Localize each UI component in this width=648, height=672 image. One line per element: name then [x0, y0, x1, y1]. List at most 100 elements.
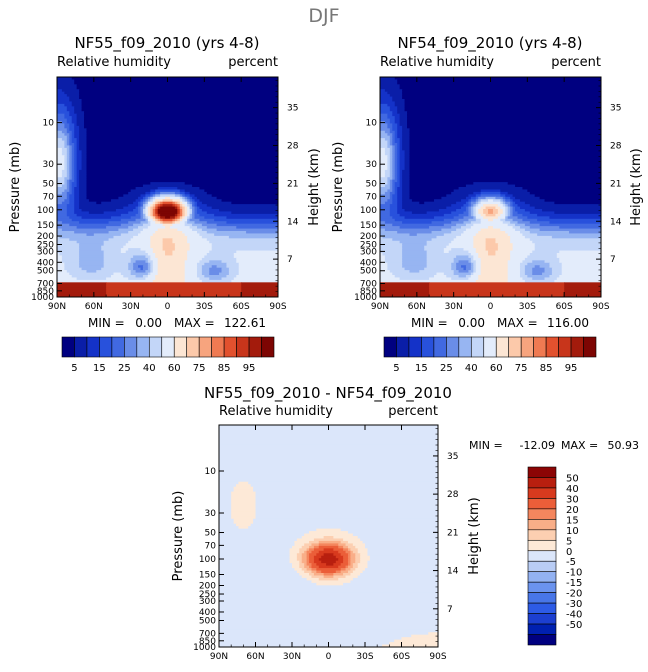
- contour-cell: [219, 499, 232, 503]
- contour-cell: [500, 199, 504, 203]
- contour-cell: [389, 206, 398, 210]
- colorbar-box: [508, 336, 522, 358]
- contour-cell: [255, 501, 438, 505]
- contour-cell: [233, 489, 254, 493]
- contour-cell: [392, 128, 398, 132]
- contour-cell: [138, 209, 142, 213]
- contour-cell: [389, 196, 393, 200]
- contour-cell: [294, 543, 305, 547]
- contour-cell: [426, 250, 445, 254]
- contour-cell: [209, 260, 223, 264]
- contour-cell: [228, 272, 240, 276]
- contour-cell: [478, 204, 484, 208]
- contour-cell: [66, 169, 70, 173]
- contour-cell: [402, 174, 411, 178]
- contour-cell: [246, 231, 278, 235]
- contour-cell: [301, 555, 308, 559]
- contour-cell: [313, 538, 344, 542]
- contour-cell: [219, 538, 298, 542]
- contour-cell: [219, 523, 237, 527]
- contour-cell: [399, 179, 403, 183]
- contour-cell: [145, 206, 149, 210]
- contour-cell: [79, 245, 102, 249]
- contour-cell: [147, 206, 151, 210]
- contour-cell: [446, 206, 462, 210]
- contour-cell: [57, 218, 73, 222]
- contour-cell: [485, 196, 497, 200]
- contour-cell: [343, 538, 361, 542]
- colorbar-box: [470, 336, 485, 358]
- contour-cell: [135, 199, 142, 203]
- x-tick-label: 60N: [246, 652, 264, 662]
- contour-cell: [79, 133, 88, 137]
- contour-cell: [66, 187, 70, 191]
- contour-cell: [347, 558, 351, 562]
- contour-cell: [387, 145, 393, 149]
- contour-cell: [380, 245, 403, 249]
- contour-cell: [192, 213, 196, 217]
- contour-cell: [306, 563, 313, 567]
- contour-cell: [392, 140, 396, 144]
- contour-cell: [338, 545, 344, 549]
- contour-cell: [380, 111, 393, 115]
- panel-nf55: NF55_f09_2010 (yrs 4-8) Relative humidit…: [8, 34, 322, 374]
- contour-cell: [470, 260, 477, 264]
- contour-cell: [145, 194, 151, 198]
- contour-cell: [57, 111, 70, 115]
- contour-cell: [74, 160, 78, 164]
- contour-cell: [340, 528, 438, 532]
- contour-cell: [380, 77, 396, 81]
- contour-cell: [323, 536, 334, 540]
- contour-cell: [380, 233, 411, 237]
- contour-cell: [162, 223, 174, 227]
- contour-cell: [338, 543, 347, 547]
- colorbar-box: [124, 336, 138, 358]
- contour-cell: [311, 575, 325, 579]
- contour-cell: [219, 489, 235, 493]
- p-tick-label: 500: [360, 267, 377, 277]
- contour-cell: [66, 165, 70, 169]
- contour-cell: [219, 565, 293, 569]
- contour-cell: [219, 452, 438, 456]
- contour-cell: [233, 253, 278, 257]
- contour-cell: [76, 226, 107, 230]
- contour-cell: [142, 228, 159, 232]
- contour-cell: [150, 245, 164, 249]
- colorbar-label: 40: [566, 484, 579, 495]
- contour-cell: [219, 575, 303, 579]
- contour-cell: [397, 179, 401, 183]
- contour-cell: [177, 216, 181, 220]
- contour-cell: [502, 209, 506, 213]
- contour-cell: [64, 103, 73, 107]
- contour-cell: [409, 182, 474, 186]
- contour-cell: [389, 152, 393, 156]
- contour-cell: [347, 553, 351, 557]
- contour-cell: [537, 218, 601, 222]
- contour-cell: [204, 275, 228, 279]
- contour-cell: [236, 275, 278, 279]
- colorbar-label: 50: [566, 473, 579, 484]
- contour-cell: [66, 209, 75, 213]
- contour-cell: [402, 187, 411, 191]
- contour-cell: [384, 89, 403, 93]
- contour-cell: [497, 248, 514, 252]
- contour-cell: [473, 191, 482, 195]
- contour-cell: [79, 177, 88, 181]
- contour-cell: [231, 494, 257, 498]
- panel-nf55-min-label: MIN =: [88, 316, 125, 330]
- contour-cell: [57, 204, 68, 208]
- contour-cell: [389, 213, 401, 217]
- contour-cell: [74, 209, 83, 213]
- contour-cell: [219, 476, 438, 480]
- contour-cell: [74, 125, 80, 129]
- contour-cell: [192, 206, 196, 210]
- contour-cell: [57, 243, 80, 247]
- contour-cell: [219, 494, 232, 498]
- colorbar-label: -40: [566, 610, 582, 621]
- contour-cell: [66, 196, 70, 200]
- contour-cell: [355, 545, 366, 549]
- contour-cell: [57, 143, 65, 147]
- contour-cell: [399, 123, 408, 127]
- p-tick-label: 700: [199, 629, 216, 639]
